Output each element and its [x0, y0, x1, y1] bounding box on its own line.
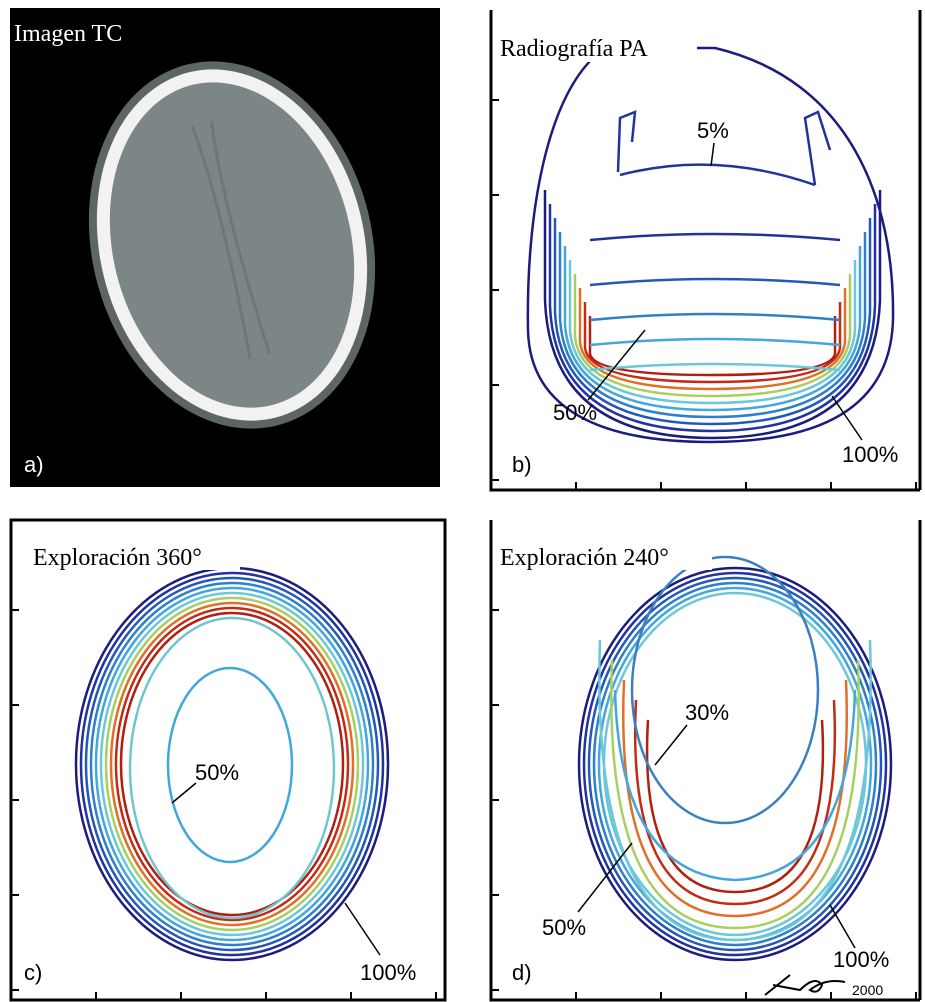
panel-title: Exploración 360°: [33, 545, 202, 571]
contour: [589, 578, 881, 950]
body: Imagen TC a) Radiografía PA 5% 50% 100% …: [0, 0, 925, 1002]
contour: [590, 279, 840, 285]
contour: [647, 720, 823, 892]
panel-letter: b): [512, 452, 532, 477]
panel-title: Radiografía PA: [500, 36, 648, 62]
figure: Imagen TC a) Radiografía PA 5% 50% 100% …: [0, 0, 925, 1002]
contour: [590, 234, 840, 240]
isodose-label: 100%: [842, 442, 898, 467]
contour: [635, 700, 835, 904]
contour: [590, 339, 840, 345]
leader: [345, 903, 380, 955]
isodose-label: 50%: [553, 400, 597, 425]
leader: [172, 783, 196, 803]
isodose-label: 30%: [685, 700, 729, 725]
panel-title: Exploración 240°: [500, 545, 669, 571]
signature: 2000: [852, 982, 883, 998]
panel-letter: d): [512, 960, 532, 985]
contour: [615, 690, 855, 880]
contour: [604, 593, 866, 935]
page: {"panels": [ {"title": "Imagen TC", "let…: [0, 0, 925, 1002]
panel-title: Imagen TC: [14, 21, 122, 47]
contour: [584, 573, 886, 955]
panel-letter: a): [24, 452, 44, 477]
leader: [655, 725, 687, 765]
isodose-label: 100%: [360, 960, 416, 985]
isodose-label: 50%: [542, 915, 586, 940]
panel-letter: c): [24, 960, 42, 985]
contour: [590, 314, 840, 320]
signature-mark: [765, 975, 845, 995]
contour: [620, 165, 815, 185]
leader: [830, 905, 855, 948]
leader: [711, 143, 714, 166]
isodose-label: 5%: [697, 118, 729, 143]
isodose-label: 50%: [195, 760, 239, 785]
isodose-label: 100%: [833, 947, 889, 972]
contour: [599, 640, 870, 940]
contour: [632, 557, 818, 823]
